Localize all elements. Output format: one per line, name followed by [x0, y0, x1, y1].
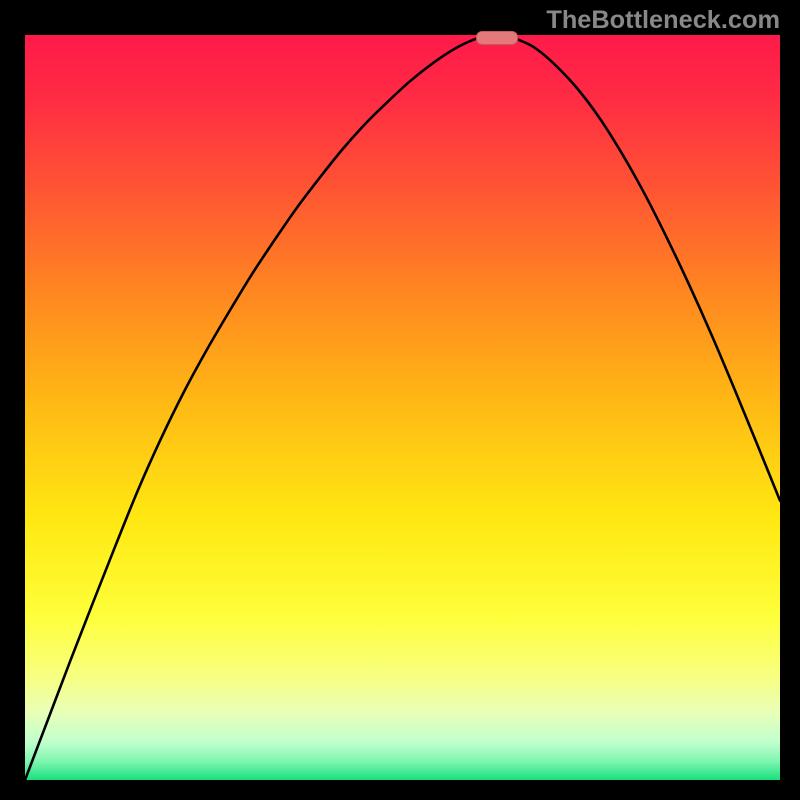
plot-area [25, 35, 780, 780]
figure-frame: TheBottleneck.com [0, 0, 800, 800]
branding-label: TheBottleneck.com [546, 6, 780, 35]
gradient-background [25, 35, 780, 780]
minimum-marker [476, 31, 518, 44]
branding-text: TheBottleneck.com [546, 6, 780, 34]
